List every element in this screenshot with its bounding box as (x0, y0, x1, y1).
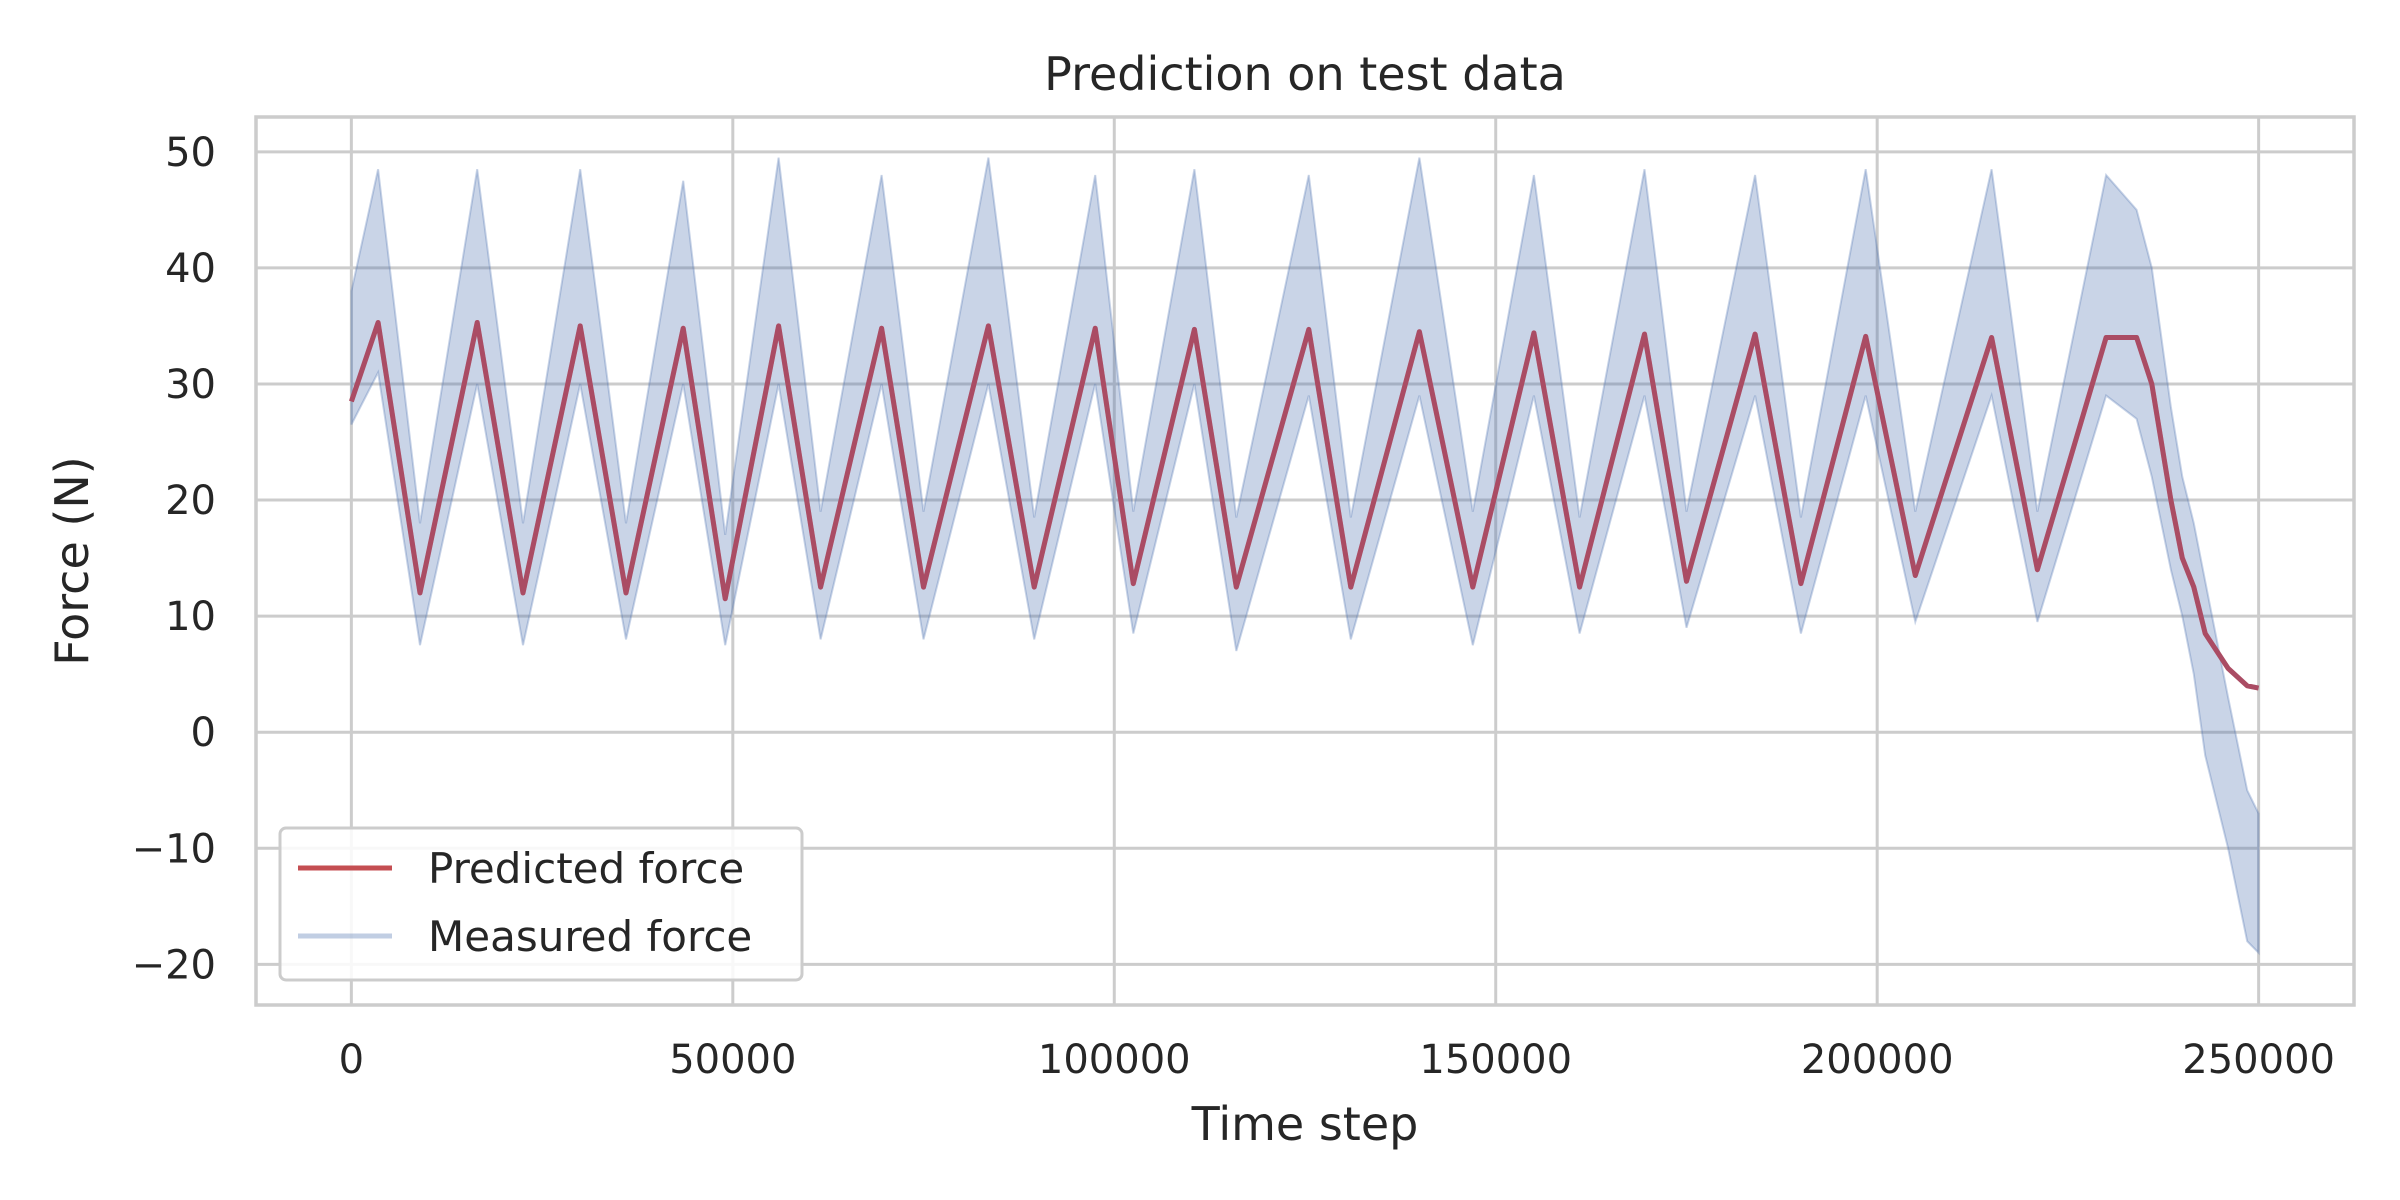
y-tick-label: −20 (132, 942, 216, 988)
y-tick-label: 40 (165, 246, 216, 292)
x-tick-label: 200000 (1801, 1037, 1954, 1083)
y-tick-label: 10 (165, 594, 216, 640)
x-tick-label: 100000 (1038, 1037, 1191, 1083)
plot-frame (254, 115, 2356, 1007)
y-tick-label: 20 (165, 478, 216, 524)
legend-label-measured: Measured force (428, 912, 752, 961)
series-layer (349, 157, 2260, 956)
y-tick-label: 0 (191, 710, 216, 756)
legend-label-predicted: Predicted force (428, 844, 744, 893)
x-tick-label: 0 (339, 1037, 364, 1083)
y-tick-label: −10 (132, 826, 216, 872)
chart-title: Prediction on test data (1044, 47, 1566, 101)
y-tick-label: 50 (165, 130, 216, 176)
tick-labels: 0 50000 100000 150000 200000 250000 −20 −10 0 10 2… (132, 130, 2335, 1083)
legend-box (278, 826, 804, 982)
x-tick-label: 250000 (2182, 1037, 2335, 1083)
y-tick-label: 30 (165, 362, 216, 408)
x-tick-label: 150000 (1419, 1037, 1572, 1083)
x-axis-label: Time step (1191, 1097, 1419, 1151)
y-axis-label: Force (N) (45, 456, 99, 665)
predicted-force-overlap (349, 320, 2260, 691)
grid (256, 117, 2354, 1005)
x-tick-label: 50000 (669, 1037, 796, 1083)
legend: Predicted force Measured force (278, 826, 804, 982)
predicted-force-line (349, 320, 2260, 691)
